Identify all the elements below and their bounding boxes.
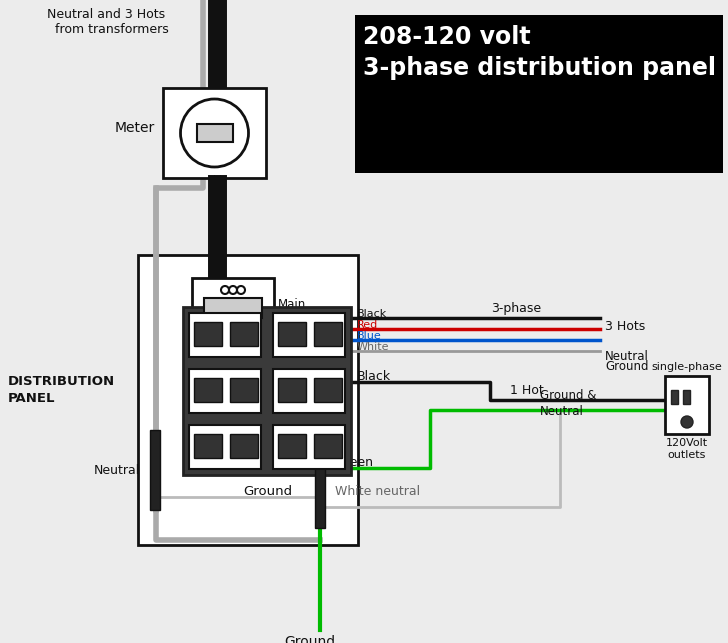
Text: Main
breaker: Main breaker [278, 298, 323, 326]
Text: White neutral: White neutral [335, 485, 420, 498]
Bar [230, 322, 258, 346]
Bar [314, 322, 342, 346]
Circle shape [237, 286, 245, 294]
Circle shape [221, 286, 229, 294]
Bar [204, 298, 262, 318]
Text: Neutral: Neutral [605, 350, 649, 363]
Text: 3 Hots: 3 Hots [605, 320, 645, 334]
Bar [278, 378, 306, 402]
Bar [183, 307, 351, 475]
Text: single-phase: single-phase [652, 362, 722, 372]
Bar [314, 434, 342, 458]
Text: White: White [357, 342, 389, 352]
Bar [189, 313, 261, 357]
Bar [671, 390, 678, 404]
Bar [273, 369, 345, 413]
Text: DISTRIBUTION
PANEL: DISTRIBUTION PANEL [8, 375, 115, 405]
Bar [315, 455, 325, 528]
Bar [273, 425, 345, 469]
Bar [278, 322, 306, 346]
Text: 208-120 volt
3-phase distribution panel: 208-120 volt 3-phase distribution panel [363, 25, 716, 80]
Bar [192, 278, 274, 330]
Circle shape [229, 286, 237, 294]
Text: Ground: Ground [605, 360, 649, 373]
Bar [665, 376, 709, 434]
Bar [194, 434, 222, 458]
Bar [230, 434, 258, 458]
Text: Blue: Blue [357, 331, 381, 341]
Bar [150, 430, 160, 510]
Bar [683, 390, 690, 404]
Bar [278, 434, 306, 458]
Bar [138, 255, 358, 545]
Text: Black: Black [357, 309, 387, 319]
Circle shape [181, 99, 248, 167]
Text: Ground: Ground [243, 485, 292, 498]
Bar [194, 378, 222, 402]
Bar [194, 322, 222, 346]
Text: Neutral and 3 Hots
  from transformers: Neutral and 3 Hots from transformers [47, 8, 169, 36]
Text: 1 Hot: 1 Hot [510, 384, 544, 397]
Text: 120Volt
outlets: 120Volt outlets [666, 438, 708, 460]
Text: Black: Black [357, 370, 391, 383]
Text: Meter: Meter [115, 122, 155, 136]
Text: Ground &
Neutral: Ground & Neutral [540, 389, 596, 418]
Text: Ground: Ground [285, 635, 336, 643]
Text: Red: Red [357, 320, 379, 330]
Bar [273, 313, 345, 357]
Text: 3-phase: 3-phase [491, 302, 541, 315]
Text: Neutral: Neutral [94, 464, 140, 476]
Bar [197, 124, 232, 142]
Text: Green: Green [335, 456, 373, 469]
Bar [355, 15, 723, 173]
Bar [189, 425, 261, 469]
Bar [230, 378, 258, 402]
Circle shape [681, 416, 693, 428]
Bar [189, 369, 261, 413]
Bar [163, 88, 266, 178]
Bar [314, 378, 342, 402]
